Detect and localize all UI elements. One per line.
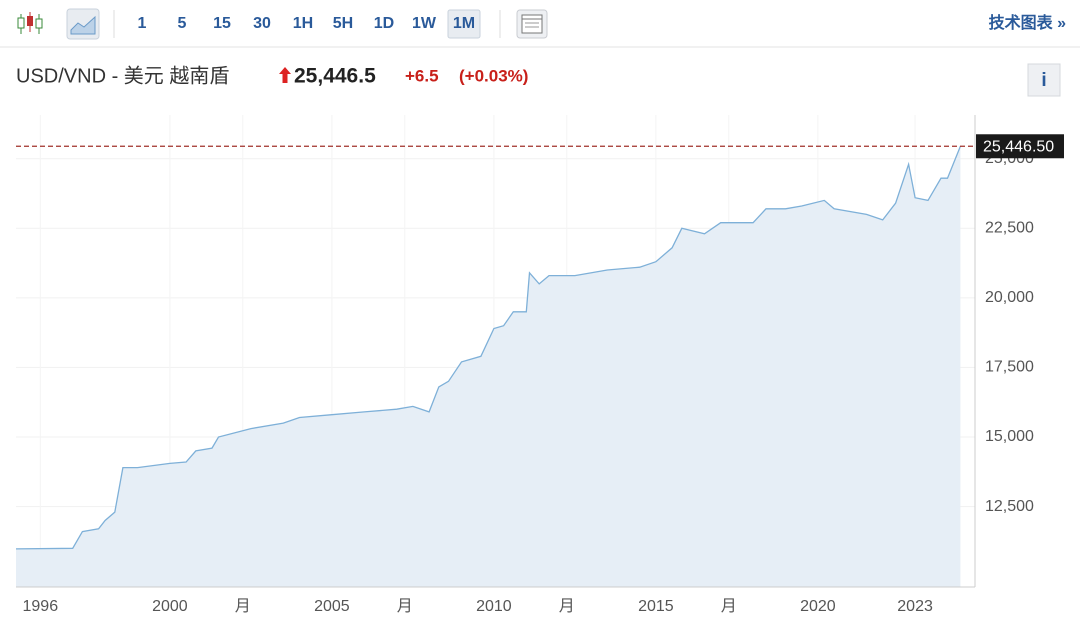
last-price-tag <box>976 134 1064 159</box>
x-tick-label: 1996 <box>23 598 59 615</box>
y-tick-label: 15,000 <box>985 428 1034 445</box>
x-tick-label: 2005 <box>314 598 350 615</box>
candlestick-icon[interactable] <box>17 12 43 34</box>
x-tick-label: 2000 <box>152 598 188 615</box>
technical-chart-link[interactable]: 技术图表 » <box>989 13 1066 32</box>
up-arrow <box>279 67 291 83</box>
line-chart-icon[interactable] <box>66 8 100 40</box>
interval-button[interactable]: 5H <box>333 15 353 32</box>
change-percent: (+0.03%) <box>459 66 528 85</box>
price: 25,446.5 <box>294 65 376 88</box>
y-tick-label: 12,500 <box>985 498 1034 515</box>
x-tick-label: 2010 <box>476 598 512 615</box>
interval-button[interactable]: 30 <box>253 15 271 32</box>
layout-icon[interactable] <box>516 9 548 39</box>
info-button[interactable] <box>1027 63 1061 97</box>
interval-button[interactable]: 1D <box>374 15 394 32</box>
interval-button[interactable]: 1M <box>453 15 475 32</box>
area-fill <box>16 146 961 588</box>
x-tick-label: 月 <box>397 598 413 615</box>
pair-name: USD/VND - 美元 越南盾 <box>16 64 229 87</box>
info-icon[interactable]: i <box>1041 70 1046 91</box>
y-tick-label: 22,500 <box>985 219 1034 236</box>
y-tick-label: 20,000 <box>985 289 1034 306</box>
interval-button[interactable]: 1 <box>138 15 147 32</box>
x-tick-label: 月 <box>235 598 251 615</box>
interval-button[interactable]: 1H <box>293 15 313 32</box>
interval-button[interactable]: 5 <box>178 15 187 32</box>
x-tick-label: 2020 <box>800 598 836 615</box>
active-interval-bg <box>447 9 481 39</box>
y-tick-label: 17,500 <box>985 359 1034 376</box>
x-tick-label: 月 <box>721 598 737 615</box>
change: +6.5 <box>405 66 439 85</box>
interval-button[interactable]: 1W <box>412 15 437 32</box>
x-tick-label: 2023 <box>897 598 933 615</box>
interval-button[interactable]: 15 <box>213 15 231 32</box>
last-price-label: 25,446.50 <box>983 138 1054 155</box>
x-tick-label: 月 <box>559 598 575 615</box>
x-tick-label: 2015 <box>638 598 674 615</box>
price-line <box>15 146 962 550</box>
